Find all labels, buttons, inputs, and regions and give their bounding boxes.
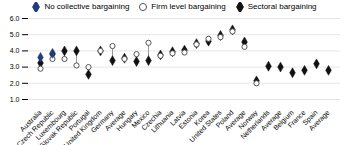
svg-text:2.0: 2.0 xyxy=(10,80,20,87)
svg-text:Belgium: Belgium xyxy=(272,108,295,132)
svg-text:Hungary: Hungary xyxy=(115,108,139,133)
svg-text:Latvia: Latvia xyxy=(168,108,187,127)
svg-text:France: France xyxy=(286,108,307,129)
svg-text:4.0: 4.0 xyxy=(10,47,20,54)
svg-text:United States: United States xyxy=(188,108,223,144)
svg-text:Estonia: Estonia xyxy=(177,108,199,131)
svg-text:5.0: 5.0 xyxy=(10,31,20,38)
svg-text:Portugal: Portugal xyxy=(67,108,91,133)
svg-text:Norway: Norway xyxy=(237,108,259,131)
svg-text:Average: Average xyxy=(223,108,247,132)
svg-text:Korea: Korea xyxy=(192,108,211,127)
svg-text:Australia: Australia xyxy=(18,108,43,133)
svg-text:Average: Average xyxy=(103,108,127,132)
html-text:No collective bargaining: No collective bargaining xyxy=(44,2,130,11)
svg-text:Spain: Spain xyxy=(301,108,319,127)
html-text:Firm level bargaining: Firm level bargaining xyxy=(151,2,226,11)
svg-text:Lithuania: Lithuania xyxy=(149,108,175,134)
svg-text:3.0: 3.0 xyxy=(10,63,20,70)
svg-text:Netherlands: Netherlands xyxy=(239,108,271,141)
svg-text:Average: Average xyxy=(259,108,283,132)
svg-text:6.0: 6.0 xyxy=(10,15,20,22)
svg-text:Germany: Germany xyxy=(89,108,115,134)
svg-text:Luxembourg: Luxembourg xyxy=(34,108,67,142)
html-text:Sectoral bargaining: Sectoral bargaining xyxy=(247,2,317,11)
svg-text:Czechia: Czechia xyxy=(140,108,163,132)
svg-text:Mexico: Mexico xyxy=(130,108,151,130)
svg-text:Poland: Poland xyxy=(214,108,235,129)
svg-text:1.0: 1.0 xyxy=(10,96,20,103)
svg-text:Average: Average xyxy=(307,109,331,133)
